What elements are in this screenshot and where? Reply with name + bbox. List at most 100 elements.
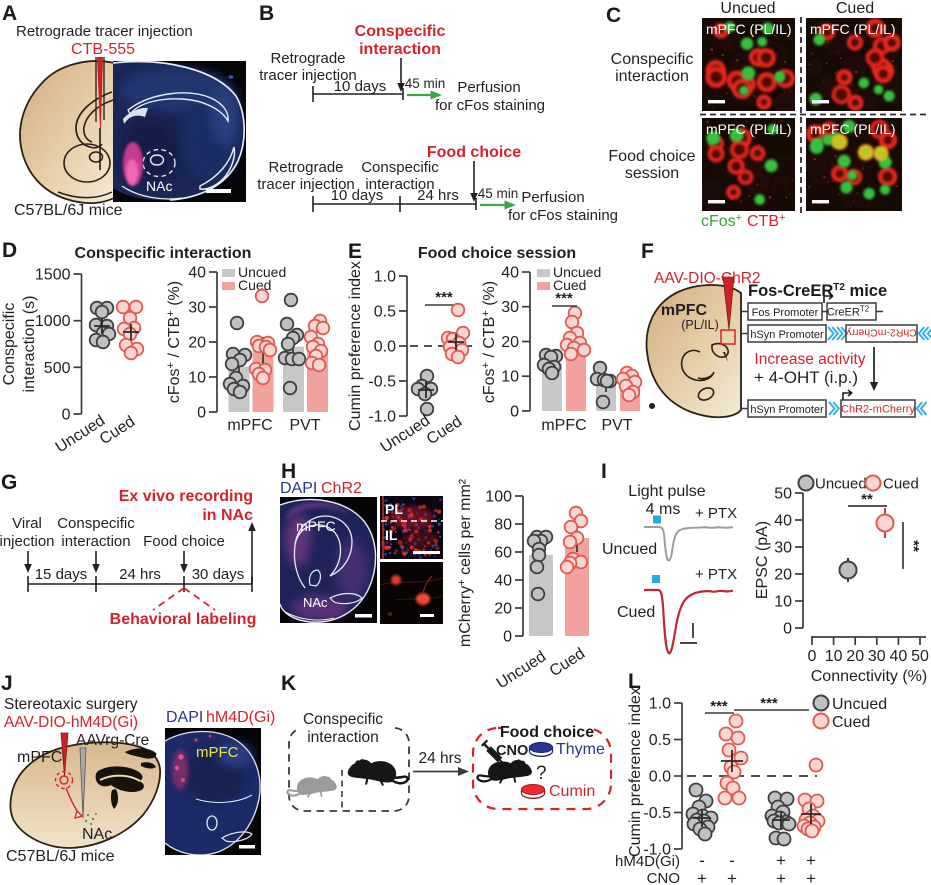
svg-text:24 hrs: 24 hrs — [417, 187, 459, 204]
svg-text:Retrograde: Retrograde — [268, 159, 343, 176]
svg-text:60: 60 — [494, 545, 512, 562]
svg-text:+: + — [776, 869, 786, 885]
svg-text:(PL/IL): (PL/IL) — [681, 318, 719, 332]
svg-text:D: D — [2, 239, 17, 262]
svg-text:40: 40 — [494, 573, 512, 590]
svg-text:cFos+ / CTB+ (%): cFos+ / CTB+ (%) — [165, 281, 183, 403]
svg-text:-: - — [729, 851, 735, 870]
svg-text:PVT: PVT — [601, 417, 632, 434]
svg-text:mPFC: mPFC — [296, 518, 336, 534]
svg-text:cFos+ / CTB+ (%): cFos+ / CTB+ (%) — [480, 281, 498, 403]
svg-text:Food choice session: Food choice session — [418, 245, 576, 262]
svg-text:for cFos staining: for cFos staining — [435, 97, 545, 114]
svg-text:+: + — [727, 869, 737, 885]
svg-text:Perfusion: Perfusion — [457, 79, 520, 96]
svg-text:***: *** — [760, 695, 778, 712]
svg-text:Stereotaxic surgery: Stereotaxic surgery — [4, 696, 138, 713]
svg-text:Cued: Cued — [424, 413, 465, 448]
svg-text:4 ms: 4 ms — [646, 501, 681, 518]
svg-text:10 days: 10 days — [331, 187, 384, 204]
svg-text:Food choice: Food choice — [427, 144, 521, 161]
svg-text:ChR2: ChR2 — [321, 480, 362, 497]
svg-text:Fos-CreERT2 mice: Fos-CreERT2 mice — [748, 282, 887, 300]
svg-text:Conspecific: Conspecific — [611, 51, 694, 68]
svg-text:Cumin: Cumin — [549, 783, 595, 800]
svg-text:**: ** — [905, 540, 922, 552]
svg-text:Uncued: Uncued — [238, 264, 286, 280]
svg-text:tracer injection: tracer injection — [259, 67, 357, 84]
svg-text:hM4D(Gi): hM4D(Gi) — [206, 709, 275, 726]
svg-text:Cued: Cued — [836, 0, 874, 17]
svg-text:30: 30 — [774, 540, 792, 557]
svg-text:24 hrs: 24 hrs — [418, 750, 461, 767]
svg-text:Increase activity: Increase activity — [754, 351, 865, 368]
svg-text:***: *** — [710, 698, 728, 715]
svg-text:30: 30 — [868, 648, 886, 665]
svg-text:mPFC: mPFC — [227, 417, 272, 434]
svg-text:E: E — [348, 240, 362, 263]
svg-text:***: *** — [555, 290, 573, 307]
svg-text:Light pulse: Light pulse — [628, 483, 705, 500]
svg-text:mPFC: mPFC — [661, 302, 708, 319]
svg-text:+: + — [697, 869, 707, 885]
svg-text:interaction: interaction — [307, 729, 379, 746]
svg-text:30 days: 30 days — [192, 566, 245, 583]
svg-text:AAV-DIO-hM4D(Gi): AAV-DIO-hM4D(Gi) — [4, 714, 138, 731]
svg-text:mCherry+ cells per mm²: mCherry+ cells per mm² — [456, 478, 474, 647]
svg-text:40: 40 — [890, 648, 908, 665]
svg-text:0: 0 — [783, 621, 792, 638]
svg-text:0: 0 — [808, 648, 817, 665]
svg-text:mPFC: mPFC — [196, 744, 239, 761]
svg-text:40: 40 — [501, 265, 519, 282]
svg-text:K: K — [281, 672, 296, 695]
svg-text:C57BL/6J mice: C57BL/6J mice — [6, 848, 115, 865]
svg-text:Cued: Cued — [617, 604, 655, 621]
svg-text:hSyn Promoter: hSyn Promoter — [750, 404, 824, 416]
svg-text:ChR2-mCherry: ChR2-mCherry — [845, 327, 916, 339]
svg-text:Connectivity (%): Connectivity (%) — [811, 668, 927, 685]
svg-text:Cued: Cued — [553, 277, 586, 293]
svg-text:-1.0: -1.0 — [368, 409, 396, 426]
svg-text:Behavioral labeling: Behavioral labeling — [110, 611, 257, 628]
svg-text:Cued: Cued — [883, 476, 919, 493]
svg-text:Cued: Cued — [97, 413, 138, 448]
svg-text:Uncued: Uncued — [553, 264, 601, 280]
svg-text:hM4D(Gi): hM4D(Gi) — [615, 853, 680, 870]
svg-text:80: 80 — [494, 517, 512, 534]
svg-text:Conspecific: Conspecific — [361, 159, 439, 176]
svg-text:CNO: CNO — [647, 870, 680, 885]
svg-text:0.0: 0.0 — [649, 769, 671, 786]
svg-text:Uncued: Uncued — [720, 0, 775, 17]
svg-text:24 hrs: 24 hrs — [119, 566, 161, 583]
svg-text:NAc: NAc — [303, 595, 328, 610]
svg-text:DAPI: DAPI — [280, 480, 317, 497]
svg-text:mPFC: mPFC — [17, 749, 62, 766]
svg-text:Uncued: Uncued — [815, 476, 867, 493]
svg-text:10 days: 10 days — [334, 78, 387, 95]
svg-text:Conspecific: Conspecific — [1, 303, 18, 386]
svg-text:30: 30 — [188, 300, 206, 317]
svg-text:-0.5: -0.5 — [643, 805, 671, 822]
svg-text:20: 20 — [846, 648, 864, 665]
svg-text:Retrograde: Retrograde — [270, 50, 345, 67]
svg-text:interaction: interaction — [615, 68, 689, 85]
svg-text:mPFC (PL/IL): mPFC (PL/IL) — [810, 21, 896, 37]
svg-text:cFos+: cFos+ — [701, 212, 742, 230]
svg-text:0.5: 0.5 — [649, 732, 671, 749]
svg-text:CTB-555: CTB-555 — [71, 41, 135, 58]
svg-text:Uncued: Uncued — [602, 541, 657, 558]
svg-text:1.0: 1.0 — [374, 269, 396, 286]
svg-text:DAPI: DAPI — [166, 709, 203, 726]
svg-text:H: H — [281, 460, 296, 483]
svg-text:20: 20 — [774, 567, 792, 584]
svg-text:Cued: Cued — [547, 645, 588, 680]
svg-text:ChR2-mCherry: ChR2-mCherry — [841, 404, 915, 416]
svg-text:-1.0: -1.0 — [643, 842, 671, 859]
svg-text:Conspecific: Conspecific — [303, 711, 383, 728]
svg-text:Uncued: Uncued — [494, 648, 550, 692]
svg-text:PVT: PVT — [289, 417, 320, 434]
svg-text:B: B — [259, 2, 274, 25]
svg-text:+: + — [806, 851, 816, 870]
svg-text:mPFC (PL/IL): mPFC (PL/IL) — [810, 121, 896, 137]
svg-text:**: ** — [861, 491, 873, 508]
